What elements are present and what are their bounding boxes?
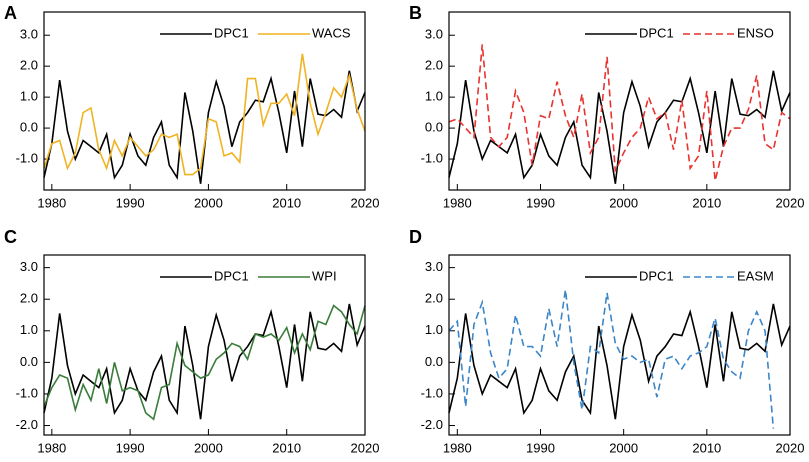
- y-tick-label: 1.0: [425, 89, 443, 104]
- y-tick-label: -1.0: [16, 385, 38, 400]
- y-tick-label: 3.0: [425, 259, 443, 274]
- panel-label: A: [4, 3, 17, 23]
- y-tick-label: 0.0: [425, 354, 443, 369]
- series-line: [43, 304, 366, 421]
- panel-label: C: [4, 227, 17, 247]
- panel-label: B: [409, 3, 422, 23]
- series-line: [448, 70, 791, 184]
- legend-label: WPI: [312, 268, 337, 283]
- legend-label: DPC1: [639, 25, 674, 40]
- y-tick-label: 1.0: [20, 322, 38, 337]
- y-tick-label: 3.0: [20, 27, 38, 42]
- y-tick-label: 1.0: [20, 89, 38, 104]
- x-tick-label: 2010: [692, 195, 721, 210]
- y-tick-label: -2.0: [421, 417, 443, 432]
- x-tick-label: 2000: [609, 195, 638, 210]
- y-tick-label: -1.0: [16, 150, 38, 165]
- y-tick-label: 3.0: [425, 27, 443, 42]
- x-tick-label: 2000: [194, 440, 223, 455]
- plot-frame: [43, 254, 366, 436]
- series-line: [448, 289, 775, 429]
- x-tick-label: 2020: [351, 440, 380, 455]
- y-tick-label: 2.0: [20, 291, 38, 306]
- x-tick-label: 1980: [443, 195, 472, 210]
- series-line: [448, 303, 791, 420]
- x-tick-label: 1990: [526, 195, 555, 210]
- panel-label: D: [409, 227, 422, 247]
- legend-label: DPC1: [214, 25, 249, 40]
- y-tick-label: -1.0: [421, 385, 443, 400]
- plot-frame: [448, 254, 791, 436]
- y-tick-label: 2.0: [20, 58, 38, 73]
- y-tick-label: -2.0: [16, 417, 38, 432]
- legend-label: WACS: [312, 25, 351, 40]
- y-tick-label: 3.0: [20, 259, 38, 274]
- x-tick-label: 2010: [692, 440, 721, 455]
- series-line: [448, 44, 791, 181]
- series-line: [43, 303, 366, 420]
- legend-label: EASM: [737, 268, 774, 283]
- x-tick-label: 2010: [272, 195, 301, 210]
- legend-label: DPC1: [639, 268, 674, 283]
- plot-frame: [43, 11, 366, 191]
- legend-label: DPC1: [214, 268, 249, 283]
- x-tick-label: 1990: [116, 195, 145, 210]
- y-tick-label: 0.0: [20, 120, 38, 135]
- x-tick-label: 1990: [116, 440, 145, 455]
- plot-frame: [448, 11, 791, 191]
- x-tick-label: 2000: [609, 440, 638, 455]
- y-tick-label: -1.0: [421, 150, 443, 165]
- legend-label: ENSO: [737, 25, 774, 40]
- x-tick-label: 2000: [194, 195, 223, 210]
- x-tick-label: 1980: [37, 440, 66, 455]
- y-tick-label: 0.0: [20, 354, 38, 369]
- y-tick-label: 2.0: [425, 58, 443, 73]
- series-line: [43, 53, 366, 176]
- x-tick-label: 1980: [37, 195, 66, 210]
- x-tick-label: 2020: [776, 195, 805, 210]
- x-tick-label: 2020: [351, 195, 380, 210]
- x-tick-label: 1990: [526, 440, 555, 455]
- x-tick-label: 1980: [443, 440, 472, 455]
- y-tick-label: 2.0: [425, 291, 443, 306]
- y-tick-label: 1.0: [425, 322, 443, 337]
- y-tick-label: 0.0: [425, 120, 443, 135]
- x-tick-label: 2010: [272, 440, 301, 455]
- x-tick-label: 2020: [776, 440, 805, 455]
